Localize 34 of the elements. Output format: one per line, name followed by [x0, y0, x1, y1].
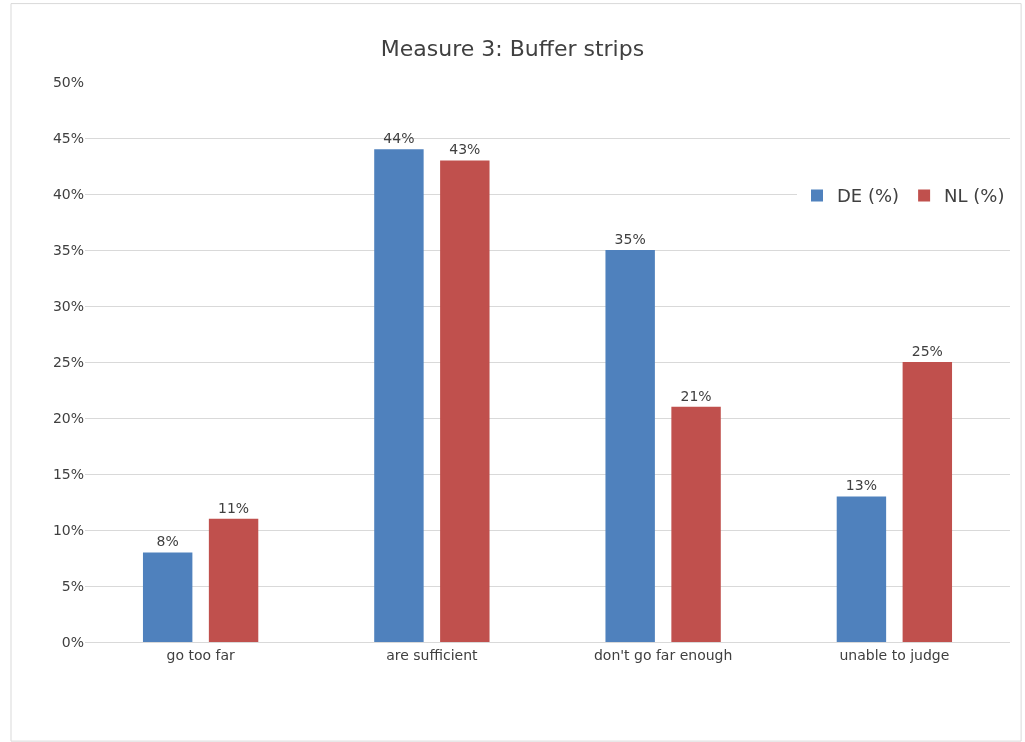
- chart-title: Measure 3: Buffer strips: [380, 36, 645, 62]
- x-tick-label: don't go far enough: [593, 646, 733, 663]
- legend-label: NL (%): [944, 185, 1005, 207]
- data-label: 21%: [680, 387, 712, 404]
- bar: [836, 496, 887, 642]
- y-tick-label: 10%: [52, 521, 84, 538]
- bar: [142, 552, 193, 642]
- bar: [208, 518, 259, 642]
- y-tick-label: 15%: [52, 465, 84, 482]
- data-label: 13%: [845, 477, 877, 494]
- bar: [902, 362, 953, 642]
- data-label: 44%: [383, 130, 415, 147]
- bar: [374, 149, 424, 642]
- y-tick-label: 35%: [52, 241, 84, 258]
- bar: [671, 406, 721, 642]
- y-tick-label: 25%: [52, 353, 84, 370]
- y-tick-label: 45%: [52, 129, 84, 146]
- data-label: 8%: [156, 533, 179, 550]
- y-tick-label: 50%: [52, 73, 84, 90]
- y-tick-label: 20%: [52, 409, 84, 426]
- data-label: 43%: [449, 141, 481, 158]
- data-label: 11%: [218, 499, 250, 516]
- y-tick-label: 5%: [61, 577, 84, 594]
- y-tick-label: 40%: [52, 185, 84, 202]
- x-tick-label: unable to judge: [839, 646, 950, 663]
- data-label: 25%: [911, 343, 943, 359]
- y-tick-label: 0%: [61, 633, 84, 650]
- data-label: 35%: [614, 231, 646, 247]
- x-tick-label: go too far: [166, 646, 235, 663]
- y-tick-label: 30%: [52, 297, 84, 314]
- legend-label: DE (%): [837, 185, 900, 207]
- bar: [605, 250, 655, 642]
- x-tick-label: are sufficient: [386, 646, 479, 663]
- bar: [440, 160, 490, 642]
